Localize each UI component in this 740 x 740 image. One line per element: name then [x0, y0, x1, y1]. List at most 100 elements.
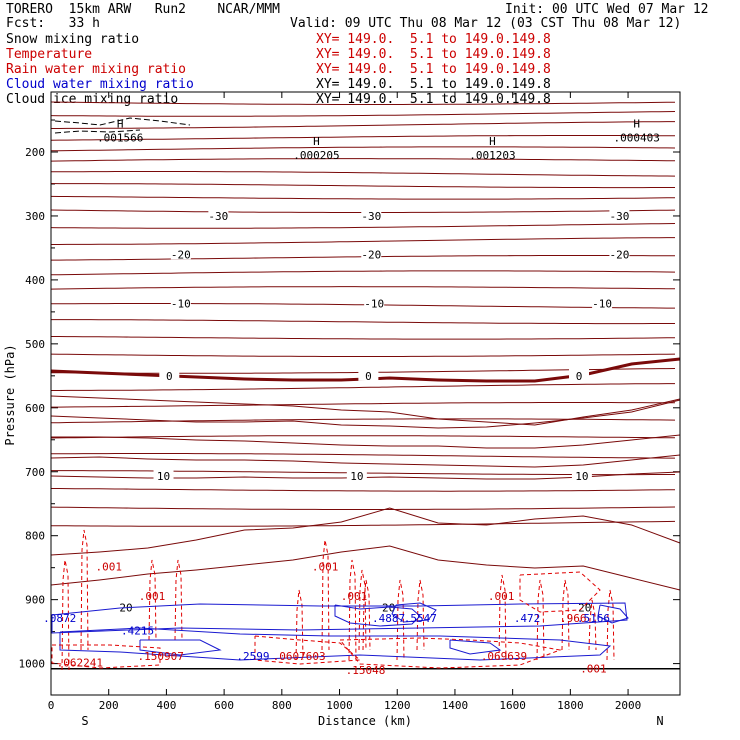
- x-tick-label: 600: [214, 699, 234, 712]
- rain-contour: [148, 559, 157, 641]
- y-tick-label: 600: [25, 402, 45, 415]
- rain-contour: [536, 579, 545, 661]
- isotherm: [50, 270, 676, 276]
- maximum-label: .001203: [469, 149, 515, 162]
- maximum-marker: H: [489, 135, 496, 148]
- isotherm: [51, 402, 675, 408]
- isotherm: [50, 135, 676, 141]
- x-tick-label: 1400: [442, 699, 469, 712]
- label-bg: [364, 296, 385, 309]
- label-bg: [346, 469, 367, 482]
- isotherm: [50, 183, 675, 189]
- forecast-hour: Fcst: 33 h: [6, 16, 100, 31]
- x-tick-label: 1200: [384, 699, 411, 712]
- init-time: Init: 00 UTC Wed 07 Mar 12: [505, 2, 709, 17]
- label-bg: [208, 208, 229, 221]
- rain-contour: [348, 559, 357, 661]
- temperature-label: 10: [575, 470, 588, 483]
- rain-contour: [606, 589, 615, 661]
- legend-rain-xy: XY= 149.0. 5.1 to 149.0.149.8: [316, 62, 551, 77]
- temperature-label: 0: [166, 370, 173, 383]
- x-tick-label: 200: [99, 699, 119, 712]
- isotherm: [50, 545, 681, 591]
- plot-frame: [50, 91, 681, 696]
- isotherm: [50, 435, 676, 439]
- maximum-label: .001: [580, 663, 607, 676]
- y-tick-label: 500: [25, 338, 45, 351]
- rain-contour: [519, 571, 601, 613]
- maximum-label: .966: [560, 612, 587, 625]
- cloud-water-contour: [139, 639, 222, 656]
- rain-contour: [396, 579, 405, 661]
- isotherm: [51, 303, 675, 309]
- isotherm: [50, 111, 676, 117]
- x-tick-label: 400: [156, 699, 176, 712]
- isotherm: [50, 399, 681, 429]
- temperature-label: 0: [365, 370, 372, 383]
- maximum-label: .069639: [481, 650, 527, 663]
- rain-contour: [339, 637, 562, 669]
- cloud-water-contour: [334, 604, 421, 627]
- temperature-label: -10: [171, 298, 191, 311]
- snow-contour: [54, 117, 191, 126]
- rain-contour: [321, 539, 330, 651]
- isotherm: [51, 488, 676, 492]
- temperature-label: -20: [171, 248, 191, 261]
- label-bg: [592, 296, 613, 309]
- x-axis-north-label: N: [656, 714, 663, 728]
- temperature-label: 20: [382, 601, 395, 614]
- legend-rain: Rain water mixing ratio: [6, 62, 187, 77]
- rain-contour: [561, 579, 570, 651]
- x-axis-label: Distance (km): [318, 714, 412, 728]
- x-tick-label: 0: [48, 699, 55, 712]
- legend-cloud-ice-xy: XY= 149.0. 5.1 to 149.0.149.8: [316, 92, 551, 107]
- x-tick-label: 1800: [557, 699, 584, 712]
- maximum-label: .001: [488, 590, 515, 603]
- temperature-label: -30: [361, 210, 381, 223]
- legend-temperature: Temperature: [6, 47, 93, 62]
- isotherm: [51, 434, 681, 449]
- maximum-label: .0872: [43, 612, 76, 625]
- temperature-label: 10: [350, 470, 363, 483]
- isotherm: [50, 146, 676, 152]
- maximum-label: .2599: [236, 650, 269, 663]
- y-tick-label: 400: [25, 274, 45, 287]
- legend-temperature-xy: XY= 149.0. 5.1 to 149.0.149.8: [316, 47, 551, 62]
- label-bg: [571, 469, 592, 482]
- cloud-water-contour: [391, 602, 437, 623]
- isotherm: [50, 507, 681, 556]
- x-tick-label: 1600: [499, 699, 526, 712]
- temperature-label: 10: [157, 470, 170, 483]
- x-tick-label: 1000: [326, 699, 353, 712]
- legend-snow: Snow mixing ratio: [6, 32, 140, 47]
- isotherm: [50, 195, 676, 200]
- maximum-label: .001: [312, 560, 339, 573]
- label-bg: [609, 247, 630, 260]
- isotherm: [50, 223, 676, 229]
- isotherm: [50, 101, 676, 105]
- maximum-label: .150907: [137, 650, 183, 663]
- maximum-label: .15048: [346, 664, 386, 677]
- label-bg: [361, 208, 382, 221]
- label-bg: [153, 469, 174, 482]
- temperature-label: -10: [592, 298, 612, 311]
- isotherm: [50, 158, 675, 162]
- label-bg: [159, 368, 180, 381]
- isotherm: [51, 171, 676, 177]
- rain-contour: [174, 559, 183, 641]
- rain-contour: [358, 569, 367, 651]
- cloud-water-contour: [51, 602, 628, 634]
- maximum-label: .001: [341, 590, 368, 603]
- legend-snow-xy: XY= 149.0. 5.1 to 149.0.149.8: [316, 32, 551, 47]
- y-tick-label: 900: [25, 594, 45, 607]
- temperature-label: -30: [208, 210, 228, 223]
- model-title: TORERO 15km ARW Run2 NCAR/MMM: [6, 2, 280, 17]
- y-tick-label: 700: [25, 466, 45, 479]
- x-axis-south-label: S: [81, 714, 88, 728]
- legend-cloud-water-xy: XY= 149.0. 5.1 to 149.0.149.8: [316, 77, 551, 92]
- rain-contour: [295, 589, 304, 661]
- rain-contour: [588, 599, 597, 651]
- y-tick-label: 200: [25, 146, 45, 159]
- y-tick-label: 300: [25, 210, 45, 223]
